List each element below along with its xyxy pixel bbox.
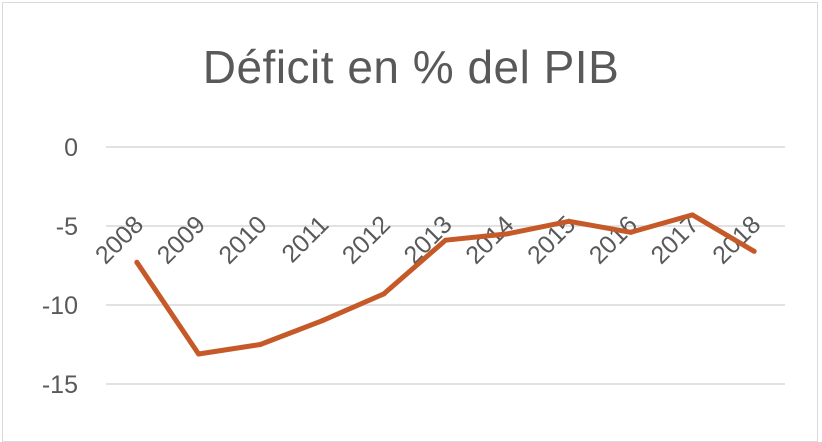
y-axis-ticks: 0 -5 -10 -15	[42, 134, 78, 399]
data-point	[566, 218, 572, 224]
series-layer	[134, 212, 757, 357]
x-tick-label: 2011	[276, 210, 334, 268]
data-point	[319, 318, 325, 324]
data-point	[257, 342, 263, 347]
x-tick-label: 2010	[213, 210, 272, 269]
data-point	[751, 248, 757, 254]
chart-plot: 0 -5 -10 -15 2008 2009 2010 2011 2012 2013 2014 20…	[42, 134, 785, 399]
data-point	[504, 231, 510, 237]
data-point	[134, 259, 140, 265]
gridlines	[106, 146, 785, 385]
x-tick-label: 2015	[522, 210, 581, 269]
x-tick-label: 2016	[584, 210, 643, 269]
x-axis-ticks: 2008 2009 2010 2011 2012 2013 2014 2015 2016 2017…	[90, 210, 766, 269]
chart-title: Déficit en % del PIB	[202, 41, 620, 93]
data-point	[381, 291, 387, 297]
data-point	[689, 212, 695, 218]
y-tick-label: -5	[56, 213, 78, 241]
data-point	[196, 351, 202, 357]
x-tick-label: 2012	[337, 210, 396, 269]
data-point	[628, 229, 634, 235]
x-tick-label: 2008	[90, 210, 149, 269]
y-tick-label: 0	[64, 134, 78, 162]
y-tick-label: -10	[42, 292, 78, 320]
y-tick-label: -15	[42, 371, 78, 399]
x-tick-label: 2009	[152, 210, 211, 269]
data-point	[443, 237, 448, 243]
